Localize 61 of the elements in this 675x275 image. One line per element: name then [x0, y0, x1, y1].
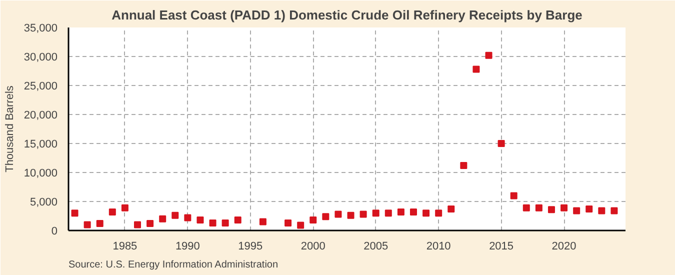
point: [159, 215, 166, 222]
point: [347, 212, 354, 219]
point: [310, 216, 317, 224]
y-tick-label: 10,000: [24, 168, 58, 180]
point: [535, 204, 542, 212]
y-tick-label: 20,000: [24, 110, 58, 122]
point: [522, 204, 530, 212]
point: [610, 207, 618, 214]
point: [422, 210, 430, 217]
y-tick-label: 35,000: [24, 22, 58, 34]
point: [498, 140, 505, 147]
point: [448, 206, 455, 213]
point: [322, 213, 330, 220]
point: [410, 208, 417, 216]
x-tick-label: 1985: [112, 240, 138, 252]
y-tick-label: 5,000: [30, 196, 58, 208]
x-tick-label: 2015: [489, 240, 514, 252]
point: [259, 218, 266, 226]
point: [184, 214, 192, 222]
point: [84, 221, 91, 228]
point: [96, 220, 104, 228]
point: [360, 210, 367, 218]
y-tick-label: 30,000: [24, 52, 58, 64]
point: [586, 206, 593, 213]
point: [460, 162, 468, 170]
point: [472, 66, 480, 73]
point: [297, 222, 304, 229]
x-tick-label: 2000: [300, 240, 326, 252]
point: [372, 210, 380, 217]
chart-title: Annual East Coast (PADD 1) Domestic Crude Oil Refinery Receipts by Barge: [112, 8, 582, 22]
x-tick-label: 1990: [175, 240, 200, 252]
y-tick-label: 0: [51, 226, 58, 238]
point: [548, 206, 555, 214]
point: [560, 204, 568, 212]
point: [134, 221, 141, 228]
point: [222, 219, 229, 226]
source-note: Source: U.S. Energy Information Administration: [68, 260, 278, 270]
point: [71, 210, 78, 217]
x-tick-label: 2005: [364, 240, 388, 252]
point: [234, 216, 242, 224]
point: [510, 192, 518, 200]
point: [172, 212, 179, 219]
point: [435, 210, 442, 217]
point: [334, 210, 342, 218]
point: [196, 216, 204, 224]
point: [209, 219, 216, 226]
point: [397, 208, 404, 216]
point: [485, 52, 492, 59]
y-axis-title: Thousand Barrels: [4, 85, 16, 172]
point: [146, 220, 154, 228]
y-tick-label: 25,000: [24, 80, 58, 92]
point: [598, 207, 606, 214]
x-tick-label: 2020: [552, 240, 576, 252]
point: [108, 208, 116, 216]
point: [284, 219, 292, 226]
point: [384, 210, 392, 217]
x-tick-label: 1995: [238, 240, 263, 252]
x-tick-label: 2010: [426, 240, 451, 252]
point: [573, 207, 580, 214]
point: [121, 204, 128, 212]
y-tick-label: 15,000: [24, 138, 58, 150]
